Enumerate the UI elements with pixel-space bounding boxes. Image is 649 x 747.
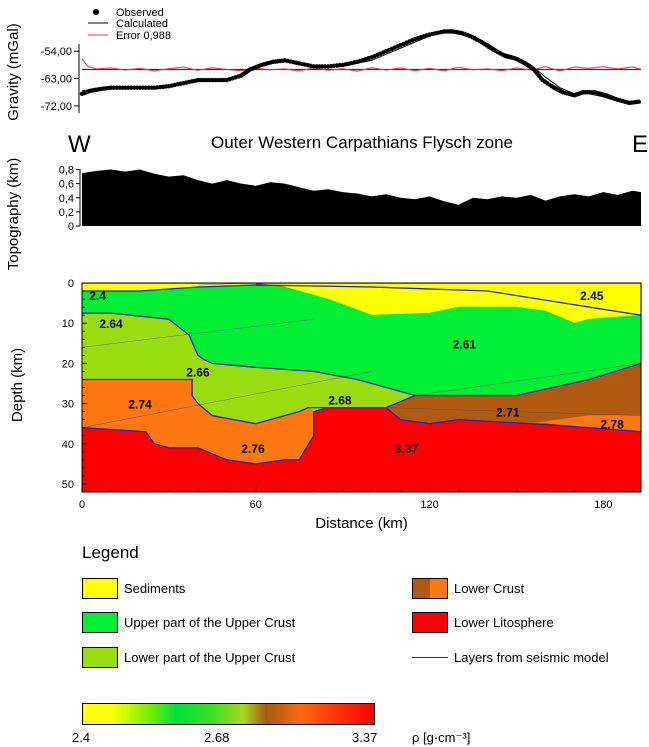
density-label-2.4: 2.4 — [89, 289, 106, 303]
body-boundary-line — [82, 318, 314, 348]
seismic-layer-line — [82, 406, 641, 465]
colorbar-max-label: 3.37 — [352, 730, 378, 745]
topography-panel: 0,8 0,6 0,4 0,2 0 Topography (km) — [5, 158, 641, 271]
seismic-layer-line — [82, 312, 641, 397]
legend-label: Lower part of the Upper Crust — [124, 650, 296, 665]
legend-observed-label: Observed — [116, 7, 164, 19]
section-x-tick-label: 60 — [250, 499, 262, 511]
section-y-tick-label: 40 — [62, 439, 74, 451]
legend-swatch — [82, 578, 118, 599]
topography-area — [82, 169, 641, 226]
legend-swatch — [412, 612, 448, 633]
colorbar-min-label: 2.4 — [72, 730, 91, 745]
section-bodies — [82, 283, 641, 492]
legend-swatch — [82, 612, 118, 633]
section-y-tick-label: 0 — [68, 278, 74, 290]
density-label-2.68: 2.68 — [328, 394, 352, 408]
section-title: Outer Western Carpathians Flysch zone — [211, 133, 513, 152]
section-x-tick-label: 0 — [79, 499, 85, 511]
density-label-2.74: 2.74 — [128, 398, 152, 412]
legend-item-upper-upper-crust: Upper part of the Upper Crust — [82, 612, 295, 633]
density-label-2.64: 2.64 — [99, 317, 123, 331]
side-label-east: E — [632, 131, 648, 158]
density-label-3.37: 3.37 — [395, 442, 419, 456]
density-label-2.61: 2.61 — [453, 337, 477, 351]
section-x-tick-label: 180 — [594, 499, 612, 511]
legend-observed-marker — [93, 9, 99, 15]
topography-y-tick-label: 0,6 — [59, 179, 74, 191]
section-y-label: Depth (km) — [9, 348, 26, 422]
density-section-panel: 2.4 2.45 2.61 2.64 2.66 2.68 2.74 2.76 2.71 2.78 3… — [9, 278, 642, 532]
gravity-y-tick-label: -72,00 — [41, 101, 72, 113]
legend-swatch — [82, 647, 118, 668]
gravity-y-label: Gravity (mGal) — [5, 23, 22, 121]
side-label-west: W — [68, 131, 91, 158]
gravity-panel: -54,00 -63,00 -72,00 Gravity (mGal) Observed… — [5, 7, 642, 121]
error-series-line — [81, 58, 642, 72]
section-x-label: Distance (km) — [315, 515, 408, 532]
legend-label: Upper part of the Upper Crust — [124, 615, 296, 630]
topography-y-tick-label: 0 — [68, 221, 74, 233]
topography-y-tick-label: 0,4 — [59, 193, 74, 205]
density-label-2.76: 2.76 — [241, 442, 265, 456]
density-label-2.71: 2.71 — [496, 406, 520, 420]
density-label-2.66: 2.66 — [186, 365, 210, 379]
seismic-layer-line — [82, 284, 641, 316]
legend-calculated-label: Calculated — [116, 18, 168, 30]
topography-y-label: Topography (km) — [5, 158, 22, 271]
legend-label: Layers from seismic model — [454, 650, 609, 665]
legend-line-swatch — [412, 657, 448, 658]
section-y-tick-label: 50 — [62, 479, 74, 491]
body-boundary-line — [415, 363, 641, 396]
legend-title: Legend — [82, 543, 139, 562]
legend-error-label: Error 0,988 — [116, 30, 171, 42]
legend-item-lower-litosphere: Lower Litosphere — [412, 612, 554, 633]
legend-label: Lower Crust — [454, 581, 525, 596]
legend-label: Lower Litosphere — [454, 615, 554, 630]
legend-item-seismic-layers: Layers from seismic model — [412, 650, 609, 665]
legend-item-sediments: Sediments — [82, 578, 185, 599]
calculated-series-line — [81, 32, 642, 104]
density-label-2.78: 2.78 — [600, 418, 624, 432]
section-x-tick-label: 120 — [420, 499, 438, 511]
observed-point — [636, 99, 641, 104]
gravity-y-tick-label: -63,00 — [41, 74, 72, 86]
gravity-y-tick-label: -54,00 — [41, 46, 72, 58]
topography-y-tick-label: 0,2 — [59, 207, 74, 219]
legend-item-lower-upper-crust: Lower part of the Upper Crust — [82, 647, 295, 668]
legend-label: Sediments — [124, 581, 186, 596]
colorbar-unit-label: ρ [g·cm⁻³] — [412, 730, 471, 745]
body-boundary-line — [386, 407, 641, 416]
density-colorbar — [82, 703, 375, 725]
section-y-tick-label: 30 — [62, 399, 74, 411]
section-y-tick-label: 20 — [62, 358, 74, 370]
legend-swatch — [412, 578, 448, 599]
body-boundary-line — [82, 371, 372, 428]
legend-item-lower-crust: Lower Crust — [412, 578, 524, 599]
density-label-2.45: 2.45 — [580, 289, 604, 303]
section-y-tick-label: 10 — [62, 318, 74, 330]
topography-y-tick-label: 0,8 — [59, 165, 74, 177]
colorbar-mid-label: 2.68 — [204, 730, 230, 745]
